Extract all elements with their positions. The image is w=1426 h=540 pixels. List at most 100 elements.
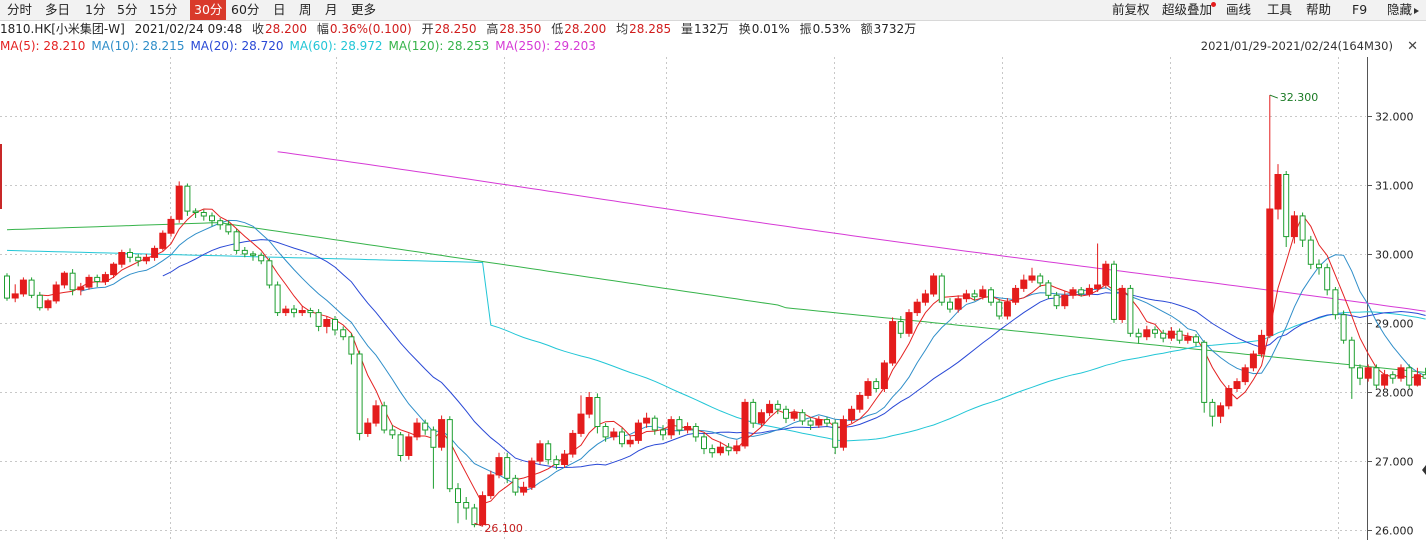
candle-body: [340, 329, 347, 338]
candle-body: [701, 436, 707, 450]
ma-legend-item-2[interactable]: MA(20): 28.720: [190, 39, 284, 53]
period-tab-6[interactable]: 60分: [231, 2, 260, 17]
period-tab-1[interactable]: 多日: [45, 2, 71, 17]
candle-body: [766, 403, 774, 414]
toolbar-menu-item-5[interactable]: F9: [1352, 0, 1367, 20]
period-tab-3[interactable]: 5分: [117, 2, 138, 17]
amount-value: 3732万: [873, 22, 917, 36]
candle-body: [479, 495, 487, 526]
candle-body: [848, 408, 856, 421]
right-edge-caret-icon[interactable]: [1422, 465, 1426, 475]
period-tab-5[interactable]: 30分: [190, 0, 227, 20]
ma-legend-item-1[interactable]: MA(10): 28.215: [91, 39, 185, 53]
expand-arrow-icon: [1414, 7, 1420, 14]
candle-body: [1037, 275, 1044, 284]
period-tab-7[interactable]: 日: [273, 2, 286, 17]
candle-body: [921, 293, 929, 303]
y-tick-label: 27.000: [1375, 456, 1414, 469]
avg-value: 28.285: [629, 22, 672, 36]
candle-body: [954, 298, 962, 310]
close-x-icon[interactable]: ✕: [1407, 39, 1418, 54]
toolbar-menu-label: 超级叠加: [1162, 2, 1213, 17]
candle-body: [274, 284, 281, 314]
period-tab-2[interactable]: 1分: [85, 2, 106, 17]
candle-body: [1283, 174, 1290, 238]
candle-body: [1053, 294, 1060, 307]
candle-body: [536, 443, 544, 462]
candle-body: [348, 336, 355, 355]
ma-legend-item-0[interactable]: MA(5): 28.210: [0, 39, 86, 53]
toolbar-menu-label: 帮助: [1306, 2, 1332, 17]
toolbar-menu-item-6[interactable]: 隐藏: [1387, 0, 1420, 20]
toolbar-menu-item-2[interactable]: 画线: [1226, 0, 1251, 20]
candle-body: [716, 446, 724, 454]
candle-body: [1316, 263, 1322, 269]
candle-body: [1028, 275, 1036, 281]
candle-body: [676, 419, 683, 431]
candle-body: [1364, 367, 1372, 379]
ma-legend-item-4[interactable]: MA(120): 28.253: [388, 39, 490, 53]
candle-body: [660, 429, 666, 436]
candle-body: [1290, 215, 1298, 238]
candle-body: [422, 422, 429, 431]
candle-body: [807, 420, 814, 426]
open-label: 开: [421, 22, 434, 36]
quote-datetime: 2021/02/24 09:48: [134, 22, 243, 36]
period-tab-4[interactable]: 15分: [149, 2, 178, 17]
open-value: 28.250: [434, 22, 477, 36]
toolbar-menu-label: 隐藏: [1387, 2, 1413, 17]
candle-body: [504, 457, 511, 479]
candle-body: [1241, 367, 1249, 383]
candle-body: [307, 310, 314, 314]
candle-body: [1167, 330, 1175, 339]
candle-body: [1340, 314, 1347, 341]
candle-body: [880, 362, 888, 389]
chart-panel: 26.000 27.000 28.000 29.000 30.000 31.000 32.0…: [0, 57, 1426, 540]
period-tab-9[interactable]: 月: [325, 2, 338, 17]
candle-body: [979, 289, 987, 298]
toolbar-menu-label: 前复权: [1112, 2, 1150, 17]
close-value: 28.200: [265, 22, 308, 36]
volume-label: 量: [680, 22, 693, 36]
candle-body: [971, 293, 978, 298]
ma250-line: [277, 151, 1426, 312]
toolbar-menu-item-4[interactable]: 帮助: [1306, 0, 1331, 20]
amount-label: 额: [860, 22, 873, 36]
candle-body: [873, 381, 880, 390]
candle-body: [783, 408, 789, 419]
stock-symbol[interactable]: 1810.HK[小米集团-W]: [0, 22, 125, 36]
toolbar-menu-item-1[interactable]: 超级叠加: [1162, 0, 1216, 20]
candle-body: [175, 185, 183, 220]
change-value: 0.36%(0.100): [329, 22, 412, 36]
candle-body: [118, 252, 126, 265]
candle-body: [36, 294, 43, 309]
candle-body: [250, 253, 256, 256]
candle-body: [1160, 332, 1167, 339]
period-tab-0[interactable]: 分时: [7, 2, 33, 17]
period-tab-8[interactable]: 周: [299, 2, 312, 17]
candle-body: [1266, 208, 1274, 336]
candle-body: [905, 312, 913, 334]
candle-body: [824, 419, 830, 424]
candle-body: [487, 474, 495, 497]
candle-body: [1274, 174, 1282, 210]
candle-body: [1348, 339, 1355, 369]
candlestick-chart[interactable]: 26.000 27.000 28.000 29.000 30.000 31.000 32.0…: [0, 57, 1426, 540]
candle-body: [184, 185, 191, 212]
turnover-label: 换: [738, 22, 751, 36]
candle-body: [757, 412, 765, 424]
toolbar-menu-item-0[interactable]: 前复权: [1112, 0, 1150, 20]
candle-body: [594, 397, 601, 427]
ma-legend-item-5[interactable]: MA(250): 29.203: [495, 39, 596, 53]
ma-legend-item-3[interactable]: MA(60): 28.972: [289, 39, 383, 53]
candle-body: [315, 312, 322, 327]
candle-body: [692, 426, 699, 438]
candle-body: [11, 293, 19, 299]
candle-body: [569, 432, 577, 455]
candle-body: [471, 507, 478, 526]
candle-body: [709, 448, 716, 454]
candle-body: [1406, 367, 1413, 386]
toolbar-menu-item-3[interactable]: 工具: [1267, 0, 1292, 20]
period-tab-10[interactable]: 更多: [351, 2, 377, 17]
candle-body: [258, 254, 265, 262]
